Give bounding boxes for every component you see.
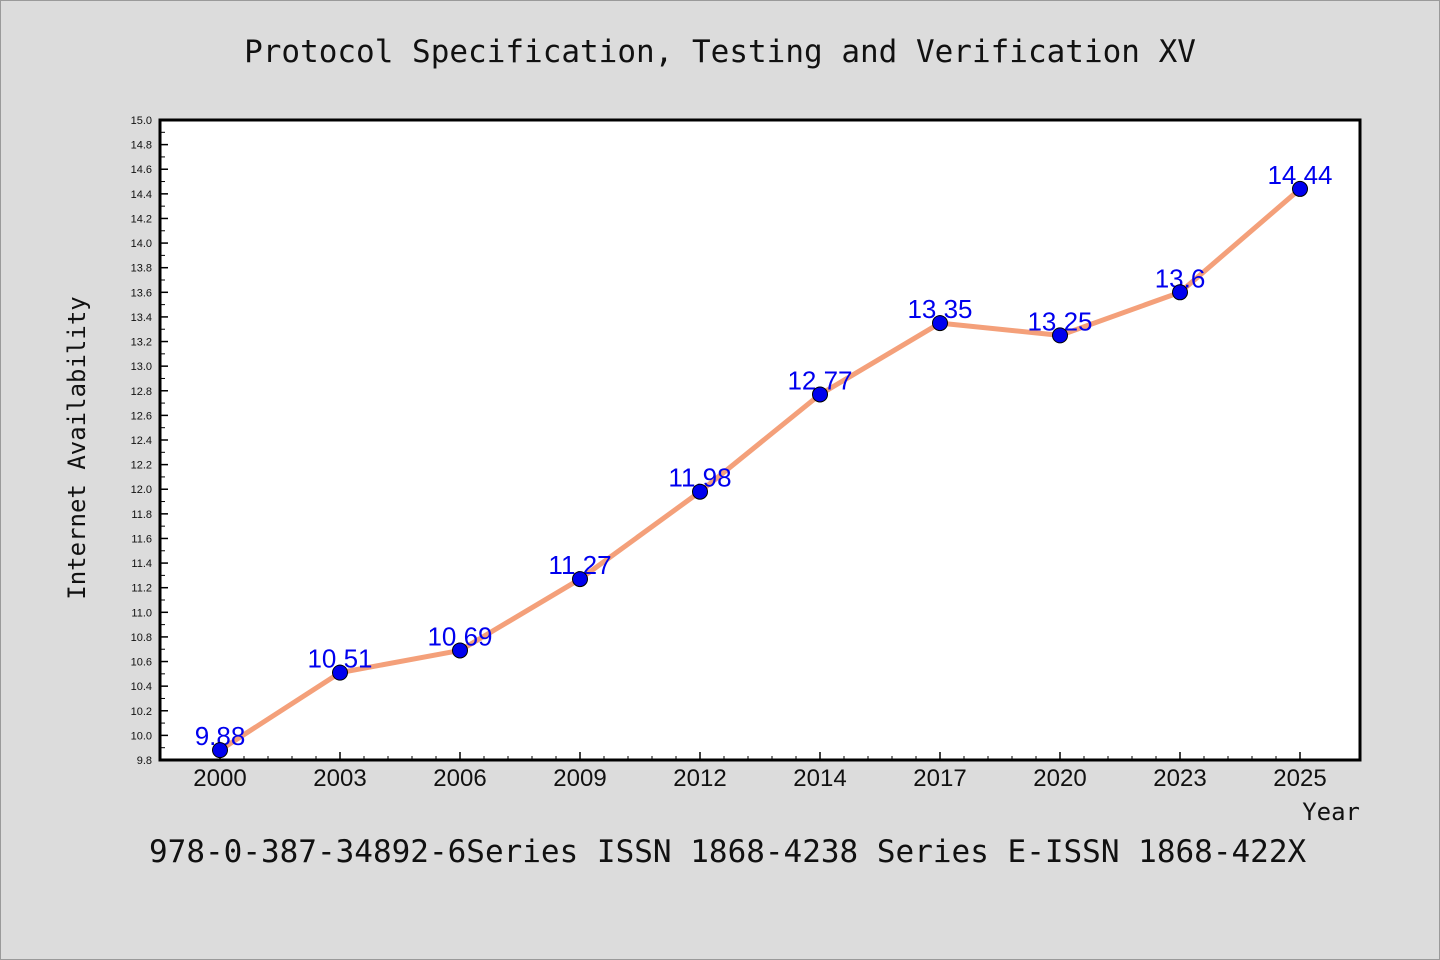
y-tick-label: 10.0 bbox=[131, 730, 152, 742]
y-tick-label: 14.0 bbox=[131, 238, 152, 250]
y-axis: 9.8 10.0 10.2 10.4 10.6 10.8 11.0 11.2 11.4 11.6 1… bbox=[131, 115, 168, 767]
data-point bbox=[572, 571, 588, 588]
x-axis-label: Year bbox=[1302, 798, 1360, 826]
data-point bbox=[932, 315, 948, 332]
y-tick-label: 12.0 bbox=[131, 484, 152, 496]
y-tick-label: 13.2 bbox=[131, 337, 152, 349]
y-tick-label: 14.4 bbox=[131, 189, 152, 201]
data-point bbox=[1292, 180, 1308, 197]
data-point bbox=[452, 642, 468, 659]
x-tick-label: 2017 bbox=[913, 765, 966, 792]
y-tick-label: 12.4 bbox=[131, 435, 152, 447]
y-tick-label: 12.2 bbox=[131, 460, 152, 472]
y-tick-label: 9.8 bbox=[137, 755, 152, 767]
y-axis-label: Internet Availability bbox=[63, 296, 91, 599]
y-tick-label: 13.0 bbox=[131, 361, 152, 373]
y-tick-label: 10.4 bbox=[131, 681, 152, 693]
x-axis: 2000 2003 2006 2009 2012 2014 2017 2020 2023 2025 bbox=[193, 752, 1327, 792]
y-tick-label: 10.2 bbox=[131, 706, 152, 718]
data-point bbox=[1052, 327, 1068, 344]
y-tick-label: 10.6 bbox=[131, 657, 152, 669]
y-tick-label: 14.8 bbox=[131, 140, 152, 152]
y-tick-label: 12.8 bbox=[131, 386, 152, 398]
data-point bbox=[212, 742, 228, 759]
y-tick-label: 11.6 bbox=[131, 533, 152, 545]
y-tick-label: 14.2 bbox=[131, 213, 152, 225]
x-tick-label: 2006 bbox=[433, 765, 486, 792]
y-tick-label: 13.4 bbox=[131, 312, 152, 324]
y-tick-label: 10.8 bbox=[131, 632, 152, 644]
y-tick-label: 11.8 bbox=[131, 509, 152, 521]
y-tick-label: 13.6 bbox=[131, 287, 152, 299]
y-tick-label: 12.6 bbox=[131, 410, 152, 422]
x-tick-label: 2003 bbox=[313, 765, 366, 792]
isbn-issn-caption: 978-0-387-34892-6Series ISSN 1868-4238 S… bbox=[149, 834, 1307, 870]
data-point bbox=[692, 483, 708, 500]
y-tick-label: 14.6 bbox=[131, 164, 152, 176]
data-point bbox=[332, 664, 348, 681]
x-tick-label: 2012 bbox=[673, 765, 726, 792]
y-tick-label: 11.0 bbox=[131, 607, 152, 619]
data-point bbox=[812, 386, 828, 403]
x-tick-label: 2009 bbox=[553, 765, 606, 792]
x-tick-label: 2000 bbox=[193, 765, 246, 792]
data-point bbox=[1172, 284, 1188, 301]
x-tick-label: 2023 bbox=[1153, 765, 1206, 792]
x-tick-label: 2014 bbox=[793, 765, 846, 792]
y-tick-label: 11.4 bbox=[131, 558, 152, 570]
y-tick-label: 11.2 bbox=[131, 583, 152, 595]
x-tick-label: 2020 bbox=[1033, 765, 1086, 792]
x-tick-label: 2025 bbox=[1273, 765, 1326, 792]
series-line bbox=[218, 187, 1302, 753]
y-tick-label: 13.8 bbox=[131, 263, 152, 275]
y-tick-label: 15.0 bbox=[131, 115, 152, 127]
chart-title: Protocol Specification, Testing and Veri… bbox=[244, 34, 1196, 70]
